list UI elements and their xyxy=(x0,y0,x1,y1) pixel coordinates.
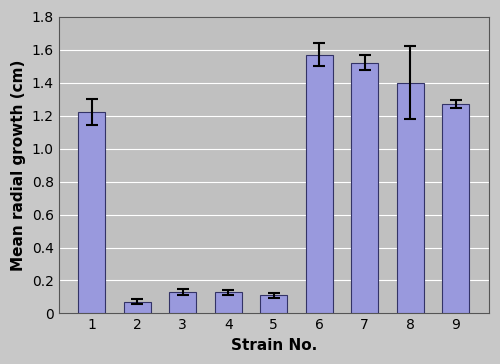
Bar xyxy=(214,292,242,313)
Y-axis label: Mean radial growth (cm): Mean radial growth (cm) xyxy=(11,59,26,271)
Bar xyxy=(124,302,151,313)
Bar xyxy=(78,112,106,313)
Bar xyxy=(260,295,287,313)
Bar xyxy=(396,83,424,313)
Bar xyxy=(169,292,196,313)
X-axis label: Strain No.: Strain No. xyxy=(230,338,317,353)
Bar xyxy=(351,63,378,313)
Bar xyxy=(306,55,333,313)
Bar xyxy=(442,104,469,313)
